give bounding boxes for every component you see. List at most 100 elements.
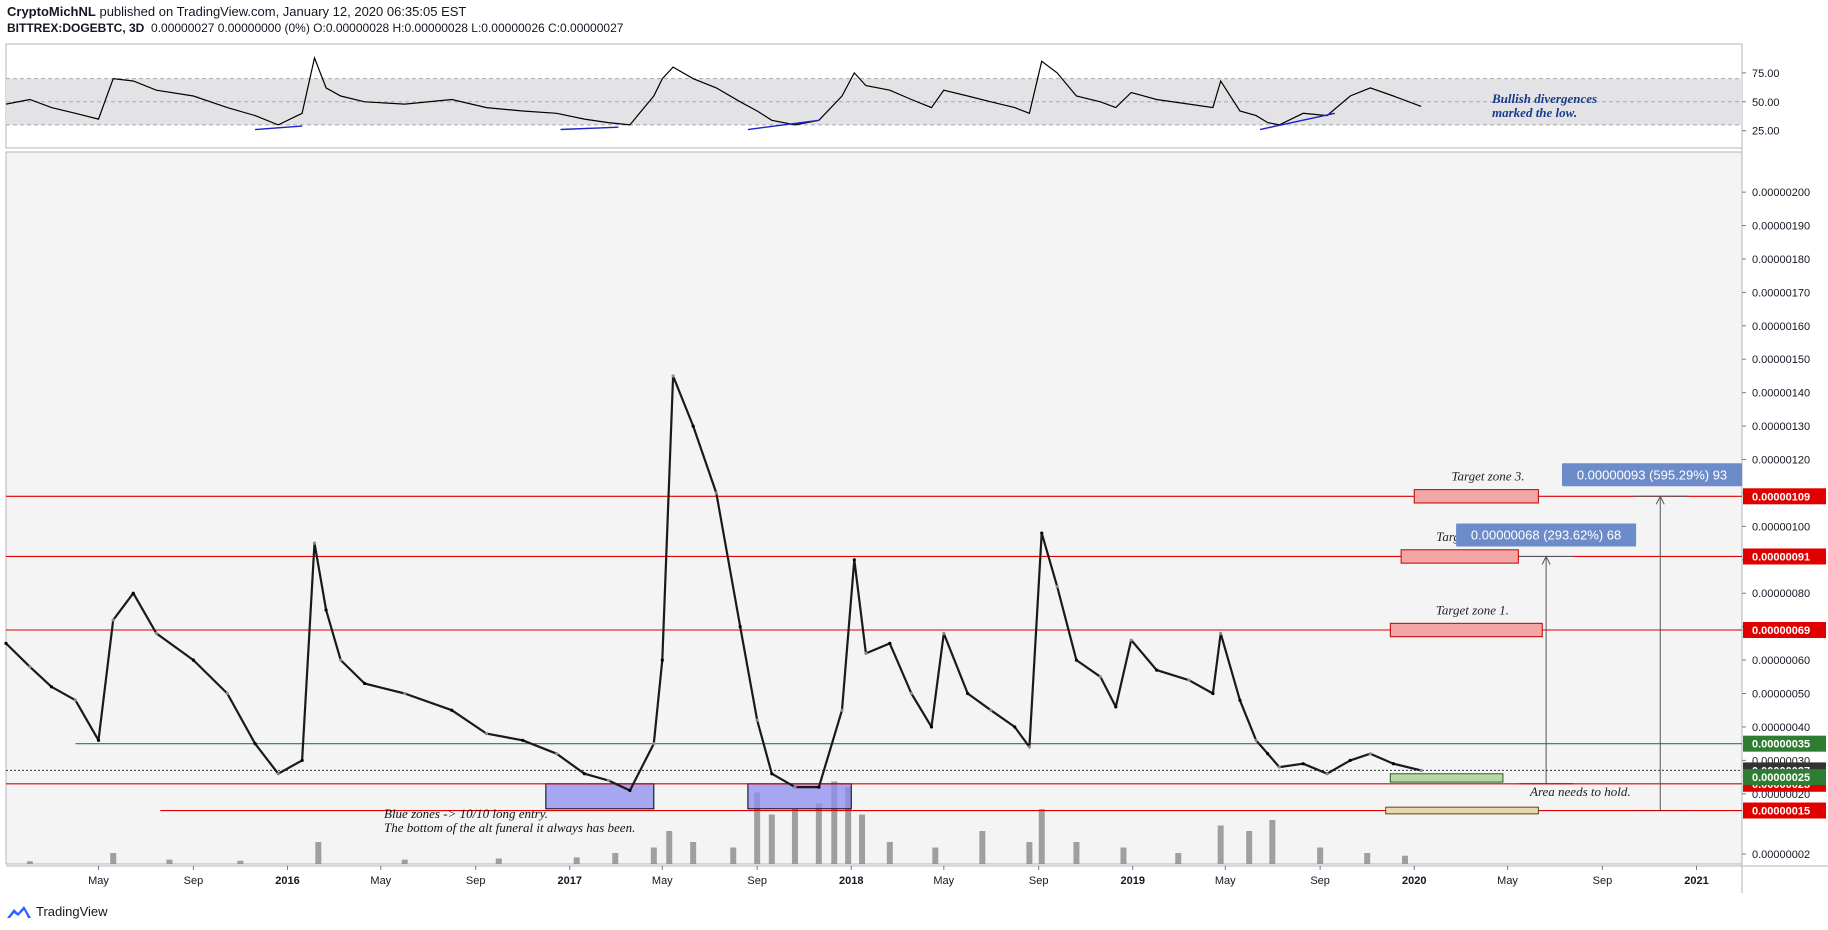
time-tick-label: May <box>1497 875 1518 887</box>
rsi-note-line1: Bullish divergences <box>1491 91 1597 106</box>
price-level-label: 0.00000035 <box>1752 739 1810 751</box>
volume-bar <box>815 803 822 864</box>
price-tick-label: 0.00000190 <box>1752 221 1810 233</box>
price-tick-label: 0.00000150 <box>1752 354 1810 366</box>
price-point <box>738 625 742 629</box>
publish-line: CryptoMichNL published on TradingView.co… <box>7 3 623 20</box>
volume-bar <box>495 858 502 864</box>
volume-bar <box>1120 847 1127 864</box>
price-point <box>1155 668 1159 672</box>
measure-label: 0.00000068 (293.62%) 68 <box>1471 527 1621 542</box>
target-zone <box>1400 549 1519 564</box>
price-point <box>73 698 78 702</box>
time-tick-label: May <box>370 875 391 887</box>
price-point <box>852 558 856 562</box>
price-point <box>521 738 525 742</box>
price-point <box>191 658 196 662</box>
price-point <box>888 641 892 645</box>
price-point <box>450 708 454 712</box>
target-zone <box>1389 622 1543 638</box>
volume-bar <box>845 787 852 864</box>
volume-bar <box>401 859 408 864</box>
price-tick-label: 0.00000050 <box>1752 689 1810 701</box>
price-point <box>1114 705 1118 709</box>
price-point <box>1266 752 1270 756</box>
volume-bar <box>26 861 33 864</box>
volume-bar <box>666 831 673 864</box>
rsi-tick-label: 25.00 <box>1752 126 1780 138</box>
volume-bar <box>831 781 838 864</box>
price-point <box>1074 658 1079 662</box>
price-point <box>628 788 632 793</box>
hold-zone-lower <box>1385 806 1539 815</box>
tradingview-footer[interactable]: TradingView <box>6 903 108 919</box>
symbol-name[interactable]: BITTREX:DOGEBTC, 3D <box>7 21 145 35</box>
price-point <box>49 685 54 689</box>
time-tick-label: May <box>88 875 109 887</box>
hold-note: Area needs to hold. <box>1529 784 1631 799</box>
ohlc-values: 0.00000027 0.00000000 (0%) O:0.00000028 … <box>151 21 624 35</box>
volume-bar <box>1364 853 1371 864</box>
price-point <box>1277 765 1281 769</box>
rsi-tick-label: 75.00 <box>1752 68 1780 80</box>
price-point <box>1187 678 1191 682</box>
volume-bar <box>1026 842 1033 864</box>
volume-bar <box>612 853 619 864</box>
chart-header: CryptoMichNL published on TradingView.co… <box>7 3 623 37</box>
price-point <box>714 491 718 495</box>
price-line <box>5 374 1422 792</box>
price-point <box>652 742 656 746</box>
price-point <box>1098 675 1102 679</box>
price-tick-label: 0.00000120 <box>1752 455 1810 467</box>
publish-info: published on TradingView.com, January 12… <box>99 4 467 19</box>
price-point <box>1348 758 1352 762</box>
price-tick-label: 0.00000060 <box>1752 655 1810 667</box>
time-tick-label: 2018 <box>839 875 863 887</box>
price-point <box>755 718 759 722</box>
author-name[interactable]: CryptoMichNL <box>7 4 96 19</box>
time-tick-label: 2020 <box>1402 875 1426 887</box>
price-point <box>1238 698 1242 702</box>
hold-zone <box>1389 773 1504 783</box>
price-tick-label: 0.00000160 <box>1752 321 1810 333</box>
price-point <box>225 691 229 696</box>
time-tick-label: 2016 <box>275 875 299 887</box>
price-level-tag <box>1743 735 1826 752</box>
price-point <box>1211 691 1215 696</box>
tradingview-brand: TradingView <box>36 903 108 919</box>
price-level-tag <box>1743 769 1826 786</box>
measure-box <box>1562 463 1742 487</box>
time-tick-label: Sep <box>1310 875 1330 887</box>
price-point <box>28 665 32 669</box>
volume-bar <box>886 842 893 864</box>
blue-entry-zone <box>545 783 655 810</box>
price-point <box>324 608 328 612</box>
price-point <box>793 785 797 789</box>
measure-box <box>1456 523 1637 547</box>
divergence-line <box>1259 112 1335 131</box>
price-point <box>1325 772 1329 776</box>
price-level-label: 0.00000015 <box>1752 806 1810 818</box>
price-level-label: 0.00000109 <box>1752 491 1810 503</box>
time-tick-label: 2019 <box>1120 875 1144 887</box>
target-zone <box>1413 489 1539 504</box>
volume-bar <box>1401 855 1408 864</box>
price-level-label: 0.00000091 <box>1752 551 1810 563</box>
target-zone-label: Target zone 1. <box>1436 602 1509 617</box>
measure-arrow-icon <box>1541 555 1551 565</box>
price-level-label: 0.00000069 <box>1752 625 1810 637</box>
volume-bar <box>166 859 173 864</box>
volume-bar <box>1217 825 1224 864</box>
price-point <box>154 631 158 635</box>
volume-bar <box>1038 809 1045 864</box>
price-panel <box>5 151 1743 865</box>
chart-canvas[interactable]: 75.00 50.00 25.00 Bullish divergencesmarked… <box>0 0 1828 900</box>
volume-bar <box>1246 831 1253 864</box>
price-tick-label: 0.00000040 <box>1752 722 1810 734</box>
price-tick-label: 0.00000020 <box>1752 789 1810 801</box>
price-point <box>582 772 587 776</box>
price-level-tag <box>1743 548 1826 565</box>
price-level-label: 0.00000025 <box>1752 772 1810 784</box>
volume-bar <box>791 809 798 864</box>
tradingview-logo-icon <box>7 906 31 918</box>
